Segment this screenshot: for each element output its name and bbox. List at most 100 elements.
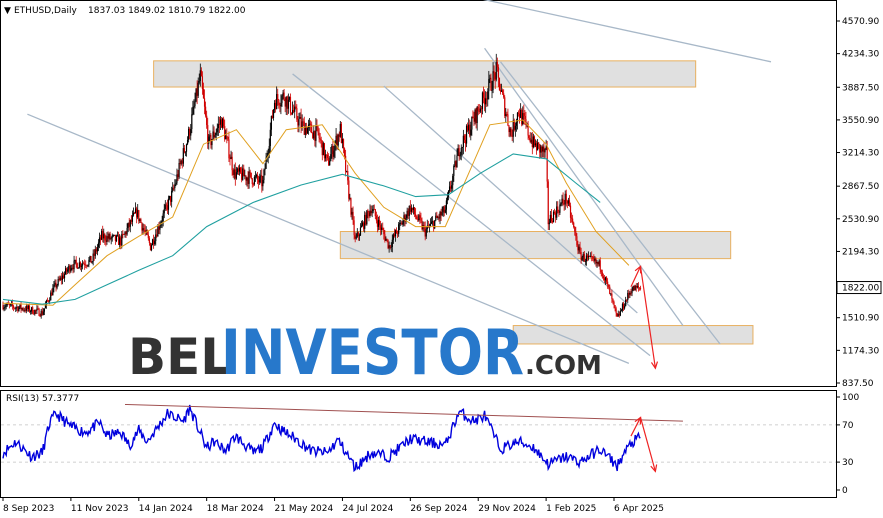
candle-body — [51, 292, 53, 296]
candle-body — [352, 211, 354, 221]
candle — [433, 220, 435, 232]
candle — [304, 122, 306, 139]
candle — [407, 208, 409, 219]
candle-body — [56, 284, 58, 288]
candle-body — [605, 277, 608, 282]
candle — [468, 118, 470, 135]
candle — [201, 71, 204, 95]
candle-body — [351, 211, 353, 215]
candle-body — [109, 234, 111, 240]
candle-body — [185, 144, 188, 152]
candle — [80, 263, 83, 272]
candle — [192, 100, 194, 116]
candle-body — [516, 112, 519, 123]
candle-body — [492, 71, 494, 91]
candle — [32, 305, 34, 315]
candle — [517, 110, 520, 117]
candle — [514, 122, 516, 137]
candle-body — [281, 95, 283, 104]
candle-body — [3, 307, 5, 310]
candle — [368, 210, 370, 222]
candle — [541, 145, 543, 159]
candle-body — [366, 210, 368, 225]
candle-body — [191, 114, 193, 130]
candle — [538, 141, 540, 149]
candle-body — [503, 93, 505, 98]
candle-body — [137, 210, 139, 218]
candle-body — [172, 187, 174, 192]
candle-body — [465, 125, 468, 144]
candle — [328, 153, 330, 166]
candle-body — [456, 155, 458, 168]
candle-body — [524, 115, 526, 120]
candle-body — [319, 138, 321, 140]
candle-body — [160, 222, 162, 227]
candle-body — [165, 204, 167, 206]
candle-body — [216, 128, 218, 133]
candle — [144, 224, 146, 237]
candle-body — [119, 237, 121, 245]
x-tick-label: 24 Jul 2024 — [342, 504, 393, 514]
x-tick-label: 26 Sep 2024 — [410, 504, 467, 514]
candle — [395, 227, 398, 234]
candle — [596, 259, 598, 268]
candle — [480, 106, 483, 118]
candle — [249, 169, 251, 178]
candle — [607, 278, 609, 289]
candle — [557, 201, 559, 214]
candle — [89, 255, 91, 262]
candle-body — [78, 262, 80, 268]
candle-body — [335, 135, 337, 144]
candle-body — [334, 143, 336, 151]
price-panel: 4570.90 4234.30 3887.50 3550.90 3214.30 2867.… — [0, 0, 882, 389]
candle — [370, 205, 372, 216]
symbol-dropdown-icon[interactable]: ▼ — [4, 6, 11, 16]
candle — [57, 276, 59, 287]
candle-body — [138, 210, 140, 222]
candle-body — [217, 123, 219, 129]
candle-body — [124, 232, 126, 235]
candle-body — [384, 234, 386, 241]
candle — [73, 255, 75, 273]
candle — [543, 142, 545, 158]
candle-body — [469, 124, 471, 136]
candle-body — [608, 284, 610, 287]
candle — [582, 251, 584, 262]
candle-body — [383, 230, 385, 235]
candle-body — [276, 94, 278, 109]
candle-body — [574, 227, 576, 232]
candle-body — [506, 114, 508, 115]
candle-body — [540, 146, 542, 153]
candle — [610, 293, 612, 296]
candle-body — [432, 221, 434, 223]
candle — [171, 186, 173, 208]
candle — [146, 229, 148, 236]
candle-body — [452, 175, 454, 186]
candle — [195, 88, 197, 103]
candle — [636, 283, 638, 289]
candle-body — [286, 96, 288, 109]
candle — [126, 223, 128, 236]
candle-body — [249, 171, 251, 173]
candle — [573, 221, 575, 229]
candle-body — [122, 234, 124, 235]
candle-body — [368, 212, 370, 217]
candle — [264, 163, 266, 176]
candle-body — [285, 96, 287, 107]
candle-body — [453, 165, 455, 176]
candle-body — [495, 62, 497, 80]
candle — [33, 309, 35, 315]
candle-body — [461, 146, 463, 148]
candle — [275, 99, 277, 113]
candle — [250, 172, 252, 180]
candle — [54, 279, 56, 287]
candle-body — [493, 71, 495, 74]
candle-body — [433, 221, 435, 229]
candle — [618, 311, 620, 318]
candle-body — [637, 286, 639, 288]
candle-body — [8, 304, 10, 306]
candle-body — [108, 234, 110, 239]
candle — [71, 264, 73, 271]
candle — [136, 206, 138, 224]
candle — [340, 121, 342, 144]
